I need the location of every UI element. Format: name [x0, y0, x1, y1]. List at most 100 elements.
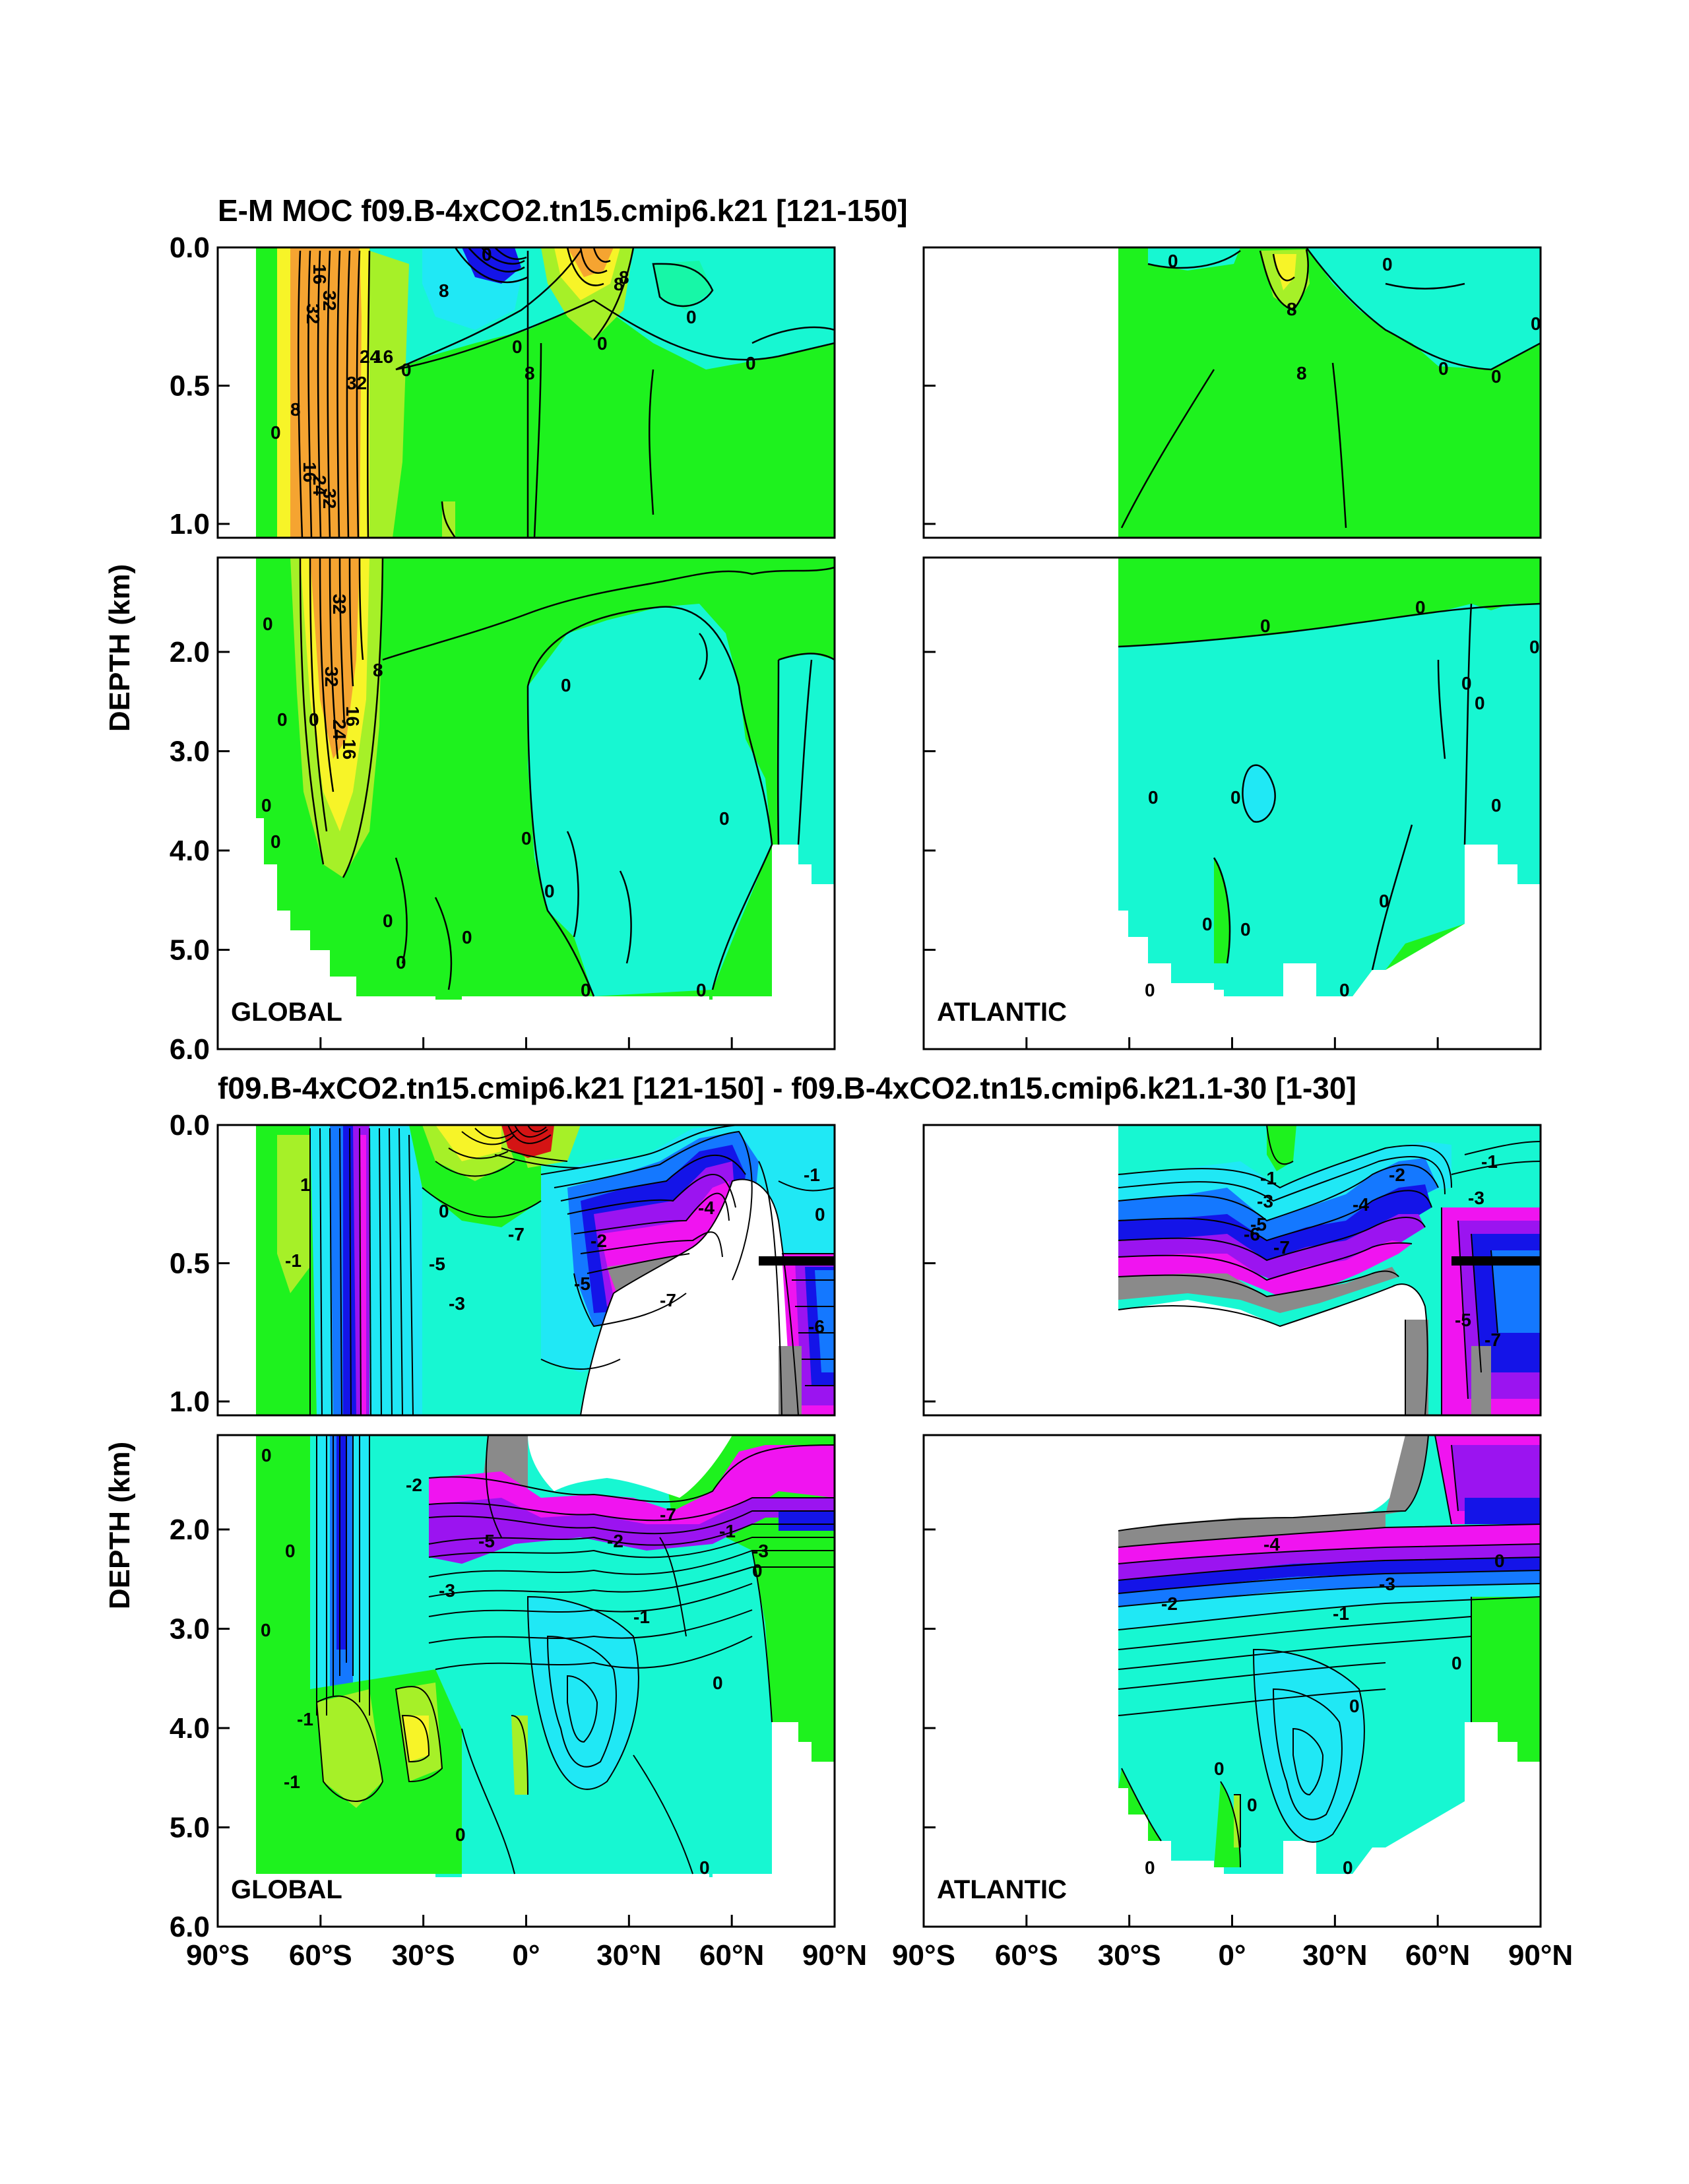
contour-label: 0 — [699, 1857, 710, 1878]
contour-label: 8 — [614, 274, 624, 294]
y-tick-label: 6.0 — [170, 1911, 210, 1943]
panel-bottom-global: 1 0 -1 -5 -3 -7 -5 -7 -2 -4 -6 -1 0 -2 -… — [231, 1125, 835, 1904]
contour-label: 0 — [1491, 366, 1502, 387]
contour-label: 0 — [1438, 358, 1449, 379]
contour-label: 8 — [290, 399, 301, 420]
contour-label: -2 — [1389, 1165, 1405, 1185]
contour-label: -3 — [1468, 1188, 1484, 1208]
region-label-global: GLOBAL — [231, 998, 342, 1027]
contour-label: 8 — [619, 267, 629, 288]
panel-bottom-atlantic-upper-fill — [1118, 1125, 1541, 1415]
contour-label: 32 — [303, 304, 323, 324]
contour-label: 0 — [1461, 673, 1472, 693]
contour-label: 0 — [719, 808, 730, 829]
contour-label: -6 — [1244, 1224, 1260, 1244]
contour-label: 32 — [321, 666, 342, 687]
x-tick-label: 30°N — [1302, 1939, 1367, 1972]
contour-label: -4 — [1353, 1194, 1369, 1215]
panel-top-global: 32 16 32 8 0 8 0 16 24 32 8 0 8 0 0 8 16… — [231, 244, 835, 1027]
y-tick-label: 5.0 — [170, 934, 210, 966]
panel-top-global-upper-fill — [256, 247, 835, 538]
contour-label: 8 — [439, 280, 449, 301]
contour-label: 24 — [309, 475, 330, 496]
contour-label: -5 — [1250, 1214, 1267, 1235]
contour-label: 8 — [1296, 363, 1307, 383]
contour-label: 0 — [1494, 1551, 1505, 1571]
contour-label: 1 — [300, 1174, 311, 1195]
panel-bottom-global-contours — [309, 1125, 835, 1875]
contour-label: 0 — [1260, 616, 1271, 636]
axes-layer: 0.0 0.5 1.0 2.0 3.0 4.0 5.0 6.0 0.0 0.5 1.0 2.0 3.0 4… — [170, 232, 1573, 1972]
contour-label: 0 — [1168, 251, 1178, 271]
contour-label: 32 — [319, 290, 340, 311]
x-tick-label: 90°N — [1508, 1939, 1573, 1972]
contour-label: 0 — [713, 1673, 723, 1693]
x-tick-label: 60°S — [289, 1939, 352, 1972]
y-tick-label: 0.0 — [170, 1109, 210, 1141]
panel-bottom-atlantic-contours — [1118, 1125, 1541, 1868]
x-tick-label: 30°S — [392, 1939, 455, 1972]
y-tick-label: 1.0 — [170, 508, 210, 540]
contour-label: 32 — [346, 373, 367, 393]
panel-bottom-atlantic-lower-fill — [1118, 1435, 1541, 1874]
contour-label: 0 — [271, 831, 281, 852]
contour-label: 0 — [696, 980, 707, 1000]
contour-label: 0 — [401, 360, 412, 380]
contour-label: 0 — [1491, 795, 1502, 816]
contour-label: -7 — [1273, 1237, 1290, 1258]
frame-top-atlantic-upper — [922, 246, 1542, 539]
x-tick-label: 90°S — [186, 1939, 249, 1972]
contour-label: -2 — [590, 1231, 607, 1251]
contour-label: 0 — [544, 881, 555, 901]
contour-label: 32 — [319, 488, 340, 509]
region-label-global: GLOBAL — [231, 1875, 342, 1904]
contour-label: 0 — [597, 333, 608, 354]
contour-label: -3 — [449, 1293, 465, 1314]
contour-label: 0 — [383, 911, 393, 931]
x-tick-label: 60°N — [699, 1939, 764, 1972]
contour-label: 0 — [1451, 1653, 1462, 1673]
contour-label: 0 — [815, 1204, 825, 1225]
contour-label: 0 — [261, 795, 272, 816]
contour-label: 8 — [525, 363, 535, 383]
contour-label: -7 — [1484, 1330, 1501, 1350]
panel-top-atlantic-upper-fill — [1118, 247, 1541, 538]
contour-label: 32 — [329, 594, 350, 614]
contour-label: 0 — [1415, 597, 1426, 618]
contour-label: 0 — [396, 952, 406, 973]
panel-bottom-global-contour-labels: 1 0 -1 -5 -3 -7 -5 -7 -2 -4 -6 -1 0 -2 -… — [261, 1165, 825, 1878]
contour-label: -1 — [284, 1772, 300, 1792]
contour-label: -3 — [1379, 1574, 1395, 1594]
contour-label: -3 — [439, 1580, 455, 1601]
contour-label: -1 — [297, 1709, 313, 1729]
panel-top-global-contour-labels: 32 16 32 8 0 8 0 16 24 32 8 0 8 0 0 8 16… — [261, 244, 756, 1000]
top-y-axis-title: DEPTH (km) — [104, 564, 136, 732]
x-tick-label: 30°S — [1098, 1939, 1161, 1972]
contour-label: 0 — [1148, 787, 1159, 808]
contour-label: 0 — [746, 353, 756, 373]
x-tick-label: 60°S — [995, 1939, 1058, 1972]
panel-top-global-lower-fill — [256, 558, 835, 1000]
contour-label: -4 — [698, 1198, 715, 1218]
top-chart-title: E-M MOC f09.B-4xCO2.tn15.cmip6.k21 [121-… — [218, 193, 908, 228]
contour-label: 0 — [1529, 637, 1540, 657]
frame-bottom-atlantic-upper — [922, 1124, 1542, 1417]
contour-label: -7 — [660, 1504, 676, 1525]
bottom-chart-title: f09.B-4xCO2.tn15.cmip6.k21 [121-150] - f… — [218, 1071, 1356, 1105]
y-tick-label: 0.5 — [170, 1248, 210, 1280]
x-tick-label: 0° — [1218, 1939, 1246, 1972]
region-label-atlantic: ATLANTIC — [937, 998, 1067, 1027]
contour-label: 0 — [263, 614, 273, 634]
contour-label: 0 — [482, 244, 492, 265]
contour-label: 0 — [1214, 1758, 1225, 1779]
contour-label: 0 — [1349, 1696, 1360, 1716]
contour-label: 24 — [329, 719, 350, 740]
x-tick-label: 30°N — [596, 1939, 661, 1972]
panel-bottom-atlantic: -1 -3 -5 -7 -6 -4 -2 -7 -5 -3 -1 -2 -4 -… — [937, 1125, 1541, 1904]
x-tick-label: 60°N — [1405, 1939, 1470, 1972]
contour-label: -1 — [804, 1165, 820, 1185]
contour-label: 0 — [1145, 980, 1155, 1000]
contour-label: -1 — [633, 1607, 650, 1627]
contour-label: -1 — [285, 1250, 302, 1271]
